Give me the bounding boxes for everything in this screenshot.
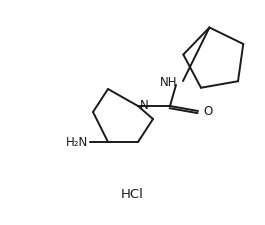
Text: O: O [203, 105, 212, 118]
Text: H₂N: H₂N [66, 136, 88, 149]
Text: N: N [140, 99, 149, 112]
Text: NH: NH [160, 76, 178, 89]
Text: HCl: HCl [121, 188, 143, 201]
